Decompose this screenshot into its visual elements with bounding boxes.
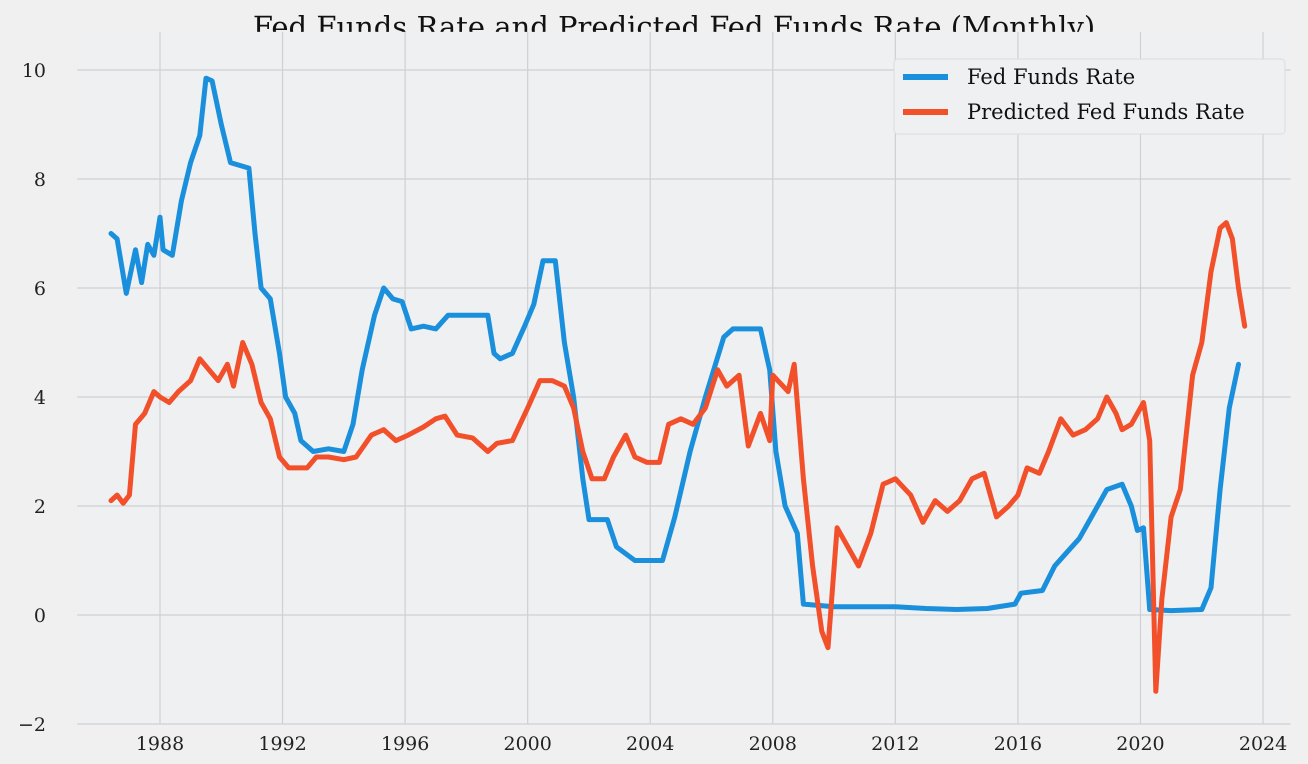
legend-label-predicted-fed-funds-rate: Predicted Fed Funds Rate <box>967 100 1245 124</box>
x-tick-label: 2020 <box>1116 733 1164 755</box>
plot-area <box>77 31 1291 725</box>
x-tick-label: 2016 <box>994 733 1042 755</box>
x-tick-label: 1996 <box>381 733 429 755</box>
x-tick-label: 2000 <box>504 733 552 755</box>
series-lines <box>108 75 1248 694</box>
y-tick-label: 8 <box>34 169 46 191</box>
y-tick-label: 0 <box>34 605 46 627</box>
series-line-predicted-fed-funds-rate <box>108 220 1248 694</box>
y-tick-label: 2 <box>34 496 46 518</box>
x-tick-label: 1988 <box>136 733 184 755</box>
x-tick-label: 2004 <box>626 733 674 755</box>
series-line-fed-funds-rate <box>108 75 1241 614</box>
x-tick-label: 2012 <box>871 733 919 755</box>
legend-box <box>893 58 1286 135</box>
y-tick-label: 6 <box>34 278 46 300</box>
y-tick-label: −2 <box>18 714 46 736</box>
x-tick-label: 2024 <box>1239 733 1287 755</box>
y-tick-label: 4 <box>34 387 46 409</box>
x-axis: 1988 1992 1996 2000 2004 2008 2012 2016 2020 2024 <box>136 733 1287 755</box>
grid <box>77 31 1291 725</box>
y-axis: −2 0 2 4 6 8 10 <box>18 60 46 736</box>
legend-label-fed-funds-rate: Fed Funds Rate <box>967 65 1135 89</box>
x-tick-label: 2008 <box>749 733 797 755</box>
legend: Fed Funds Rate Predicted Fed Funds Rate <box>893 58 1286 135</box>
y-tick-label: 10 <box>22 60 46 82</box>
x-tick-label: 1992 <box>258 733 306 755</box>
